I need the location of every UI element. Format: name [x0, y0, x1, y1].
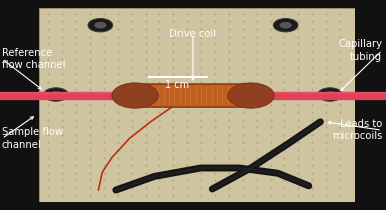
- Text: Sample flow
channel: Sample flow channel: [2, 127, 63, 150]
- Circle shape: [94, 22, 107, 29]
- FancyBboxPatch shape: [355, 0, 386, 210]
- FancyBboxPatch shape: [0, 0, 39, 210]
- Circle shape: [112, 83, 158, 108]
- FancyBboxPatch shape: [0, 0, 386, 8]
- FancyBboxPatch shape: [0, 202, 386, 210]
- Circle shape: [273, 18, 298, 32]
- Text: 1 cm: 1 cm: [166, 80, 190, 90]
- Text: Drive coil: Drive coil: [169, 29, 217, 39]
- Text: Reference
flow channel: Reference flow channel: [2, 48, 66, 70]
- FancyBboxPatch shape: [133, 84, 253, 107]
- FancyBboxPatch shape: [39, 8, 355, 202]
- Text: Capillary
tubing: Capillary tubing: [338, 39, 382, 62]
- Circle shape: [88, 18, 113, 32]
- Circle shape: [50, 91, 62, 98]
- Circle shape: [228, 83, 274, 108]
- Circle shape: [318, 88, 342, 101]
- Circle shape: [44, 88, 68, 101]
- Circle shape: [279, 22, 292, 29]
- Circle shape: [324, 91, 336, 98]
- Text: Leads to
microcoils: Leads to microcoils: [332, 119, 382, 141]
